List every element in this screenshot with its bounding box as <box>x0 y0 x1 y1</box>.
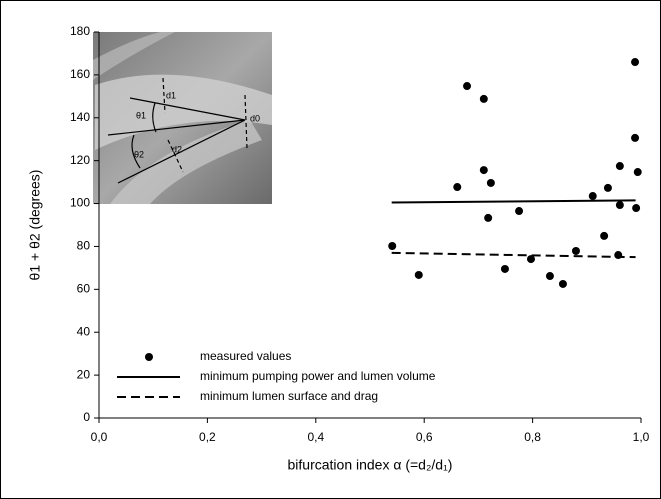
y-tick-label: 20 <box>77 367 91 381</box>
x-tick-label: 0,2 <box>199 430 216 444</box>
legend-label: minimum lumen surface and drag <box>200 389 378 403</box>
data-point <box>632 204 641 213</box>
x-axis-label: bifurcation index α (=d₂/d₁) <box>288 457 453 473</box>
data-point <box>500 264 509 273</box>
fit-line <box>391 199 636 204</box>
inset-label: θ1 <box>136 110 146 120</box>
data-point <box>526 255 535 264</box>
data-point <box>388 242 397 251</box>
y-tick-label: 100 <box>70 196 90 210</box>
data-point <box>545 272 554 281</box>
y-tick-label: 80 <box>77 239 91 253</box>
data-point <box>453 183 462 192</box>
y-tick-label: 160 <box>70 67 90 81</box>
x-tick-label: 0,8 <box>524 430 541 444</box>
data-point <box>515 207 524 216</box>
data-point <box>615 162 624 171</box>
y-tick-label: 140 <box>70 110 90 124</box>
y-tick-label: 0 <box>83 410 90 424</box>
y-axis-label: θ1 + θ2 (degrees) <box>27 170 43 281</box>
x-tick-label: 1,0 <box>633 430 650 444</box>
legend-label: minimum pumping power and lumen volume <box>200 369 436 383</box>
data-point <box>588 192 597 201</box>
data-point <box>484 213 493 222</box>
data-point <box>414 270 423 279</box>
data-point <box>615 201 624 210</box>
data-point <box>631 133 640 142</box>
data-point <box>463 82 472 91</box>
data-point <box>479 166 488 175</box>
data-point <box>600 231 609 240</box>
inset-label: d0 <box>250 113 260 123</box>
inset-label: d2 <box>172 144 182 154</box>
data-point <box>631 58 640 67</box>
inset-label: θ2 <box>134 149 144 159</box>
fit-line <box>391 251 636 259</box>
inset-label: d1 <box>166 90 176 100</box>
x-tick-label: 0,0 <box>91 430 108 444</box>
y-tick-label: 40 <box>77 324 91 338</box>
data-point <box>603 183 612 192</box>
data-point <box>479 94 488 103</box>
data-point <box>571 246 580 255</box>
y-tick-label: 120 <box>70 153 90 167</box>
legend-label: measured values <box>200 349 291 363</box>
x-tick-label: 0,6 <box>416 430 433 444</box>
y-tick-label: 180 <box>70 24 90 38</box>
x-tick-label: 0,4 <box>307 430 324 444</box>
inset <box>93 32 272 204</box>
y-tick-label: 60 <box>77 282 91 296</box>
data-point <box>558 279 567 288</box>
data-point <box>486 178 495 187</box>
data-point <box>633 168 642 177</box>
legend-marker <box>145 353 153 361</box>
